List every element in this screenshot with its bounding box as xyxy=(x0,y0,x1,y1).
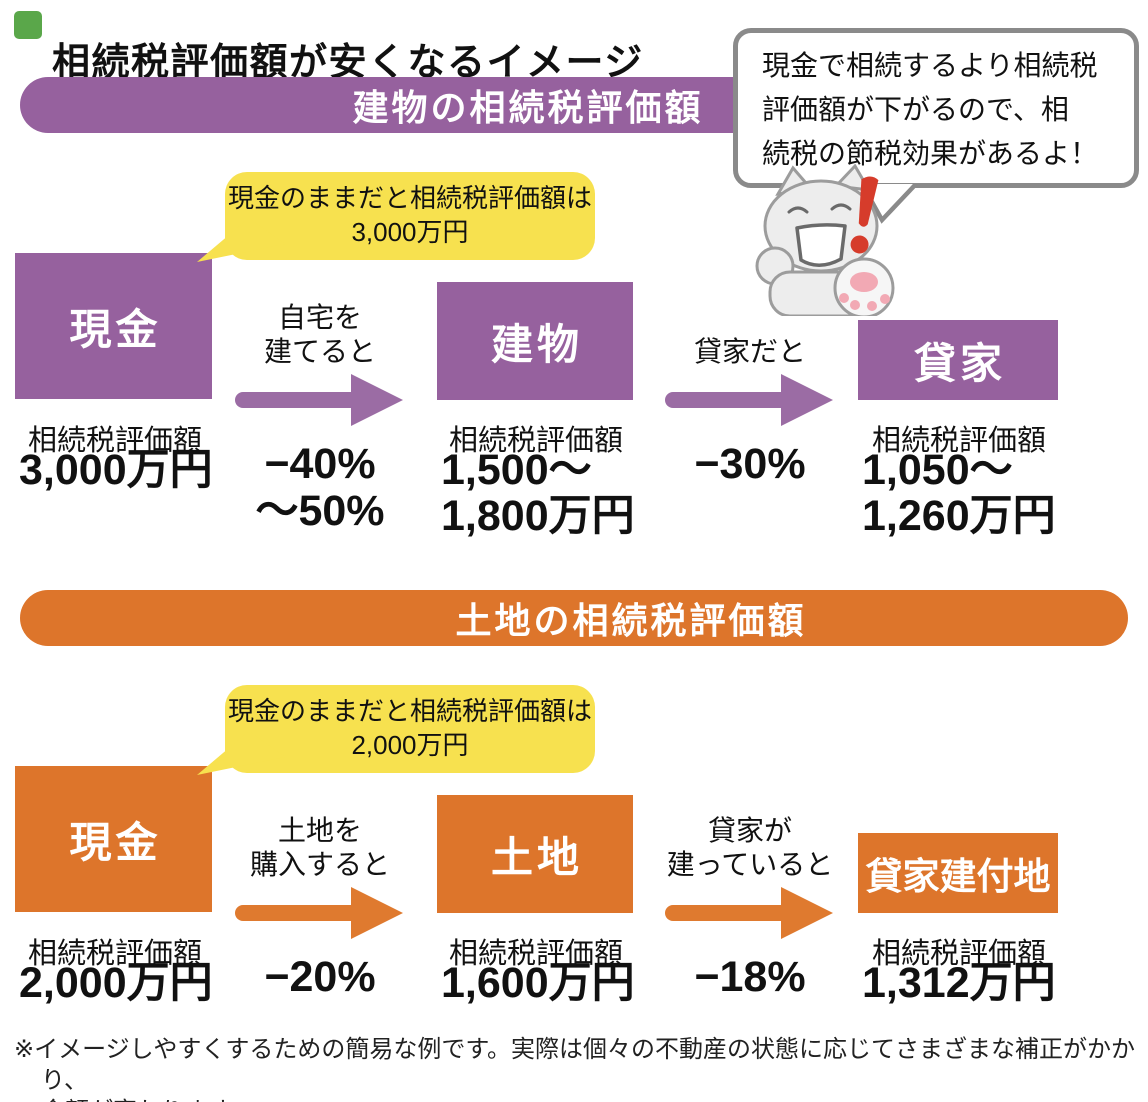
callout-text: 現金のままだと相続税評価額は xyxy=(227,183,592,213)
cash-value-callout: 現金のままだと相続税評価額は 3,000万円 xyxy=(197,172,595,262)
node-caption: 相続税評価額 xyxy=(871,938,1046,970)
node-value: 3,000万円 xyxy=(19,446,213,494)
node-box: 現金 xyxy=(15,253,212,399)
node-box: 建物 xyxy=(437,282,633,400)
node-value: 2,000万円 xyxy=(19,959,213,1007)
node-caption: 相続税評価額 xyxy=(448,938,623,970)
node-box-label: 現金 xyxy=(69,818,162,866)
node-caption: 相続税評価額 xyxy=(27,425,202,457)
node-value: 1,600万円 xyxy=(441,959,635,1007)
right-arrow-icon xyxy=(235,887,403,939)
land-banner-title: 土地の相続税評価額 xyxy=(455,600,807,641)
transition-build-home: 自宅を 建てると −40% 〜50% xyxy=(230,77,410,547)
node-value: 1,500〜 1,800万円 xyxy=(441,446,635,540)
arrow-value: −20% xyxy=(264,953,376,1001)
callout-amount: 3,000万円 xyxy=(351,217,469,247)
transition-rental-house: 貸家だと −30% xyxy=(652,77,848,547)
speech-bubble: 現金で相続するより相続税 評価額が下がるので、相 続税の節税効果があるよ！ xyxy=(733,28,1139,188)
right-arrow-icon xyxy=(665,887,833,939)
arrow-label: 自宅を 建てると xyxy=(263,302,376,367)
callout-tail xyxy=(197,218,285,262)
cash-value-callout: 現金のままだと相続税評価額は 2,000万円 xyxy=(197,685,595,775)
arrow-value: −40% 〜50% xyxy=(255,440,385,535)
node-caption: 相続税評価額 xyxy=(448,425,623,457)
arrow-value: −18% xyxy=(694,953,806,1001)
arrow-label: 貸家が 建っていると xyxy=(666,815,834,880)
node-box: 貸家 xyxy=(858,320,1058,400)
transition-buy-land: 土地を 購入すると −20% xyxy=(230,590,410,1060)
node-box-label: 現金 xyxy=(69,305,162,353)
node-box-label: 建物 xyxy=(490,320,583,368)
node-box-label: 貸家建付地 xyxy=(865,856,1051,897)
building-banner-title: 建物の相続税評価額 xyxy=(352,87,704,128)
land-banner: 土地の相続税評価額 xyxy=(20,590,1128,646)
transition-rental-built: 貸家が 建っていると −18% xyxy=(652,590,848,1060)
node-box: 土地 xyxy=(437,795,633,913)
arrow-label: 貸家だと xyxy=(693,336,806,367)
callout-text: 現金のままだと相続税評価額は xyxy=(227,696,592,726)
exclamation-mark-icon xyxy=(850,176,879,254)
land-section: 土地の相続税評価額 現金のままだと相続税評価額は 2,000万円 現金 相続税評… xyxy=(0,590,1148,1060)
footnote: ※イメージしやすくするための簡易な例です。実際は個々の不動産の状態に応じてさまざ… xyxy=(14,1036,1135,1102)
cat-character-illustration xyxy=(755,164,895,316)
node-caption: 相続税評価額 xyxy=(27,938,202,970)
node-box-label: 土地 xyxy=(490,833,583,881)
node-value: 1,050〜 1,260万円 xyxy=(862,446,1056,540)
callout-tail xyxy=(197,731,285,775)
right-arrow-icon xyxy=(665,374,833,426)
node-box: 現金 xyxy=(15,766,212,912)
node-value: 1,312万円 xyxy=(862,959,1056,1007)
arrow-label: 土地を 購入すると xyxy=(249,815,390,880)
arrow-value: −30% xyxy=(694,440,806,488)
title-bullet-icon xyxy=(14,11,42,39)
node-box: 貸家建付地 xyxy=(858,833,1058,913)
node-caption: 相続税評価額 xyxy=(871,425,1046,457)
node-box-label: 貸家 xyxy=(913,339,1006,387)
right-arrow-icon xyxy=(235,374,403,426)
callout-amount: 2,000万円 xyxy=(351,730,469,760)
